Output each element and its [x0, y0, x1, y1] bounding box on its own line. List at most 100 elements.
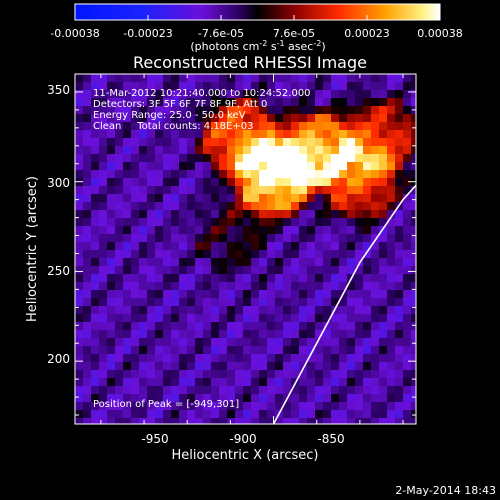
heatmap-cell: [283, 378, 292, 387]
heatmap-cell: [227, 122, 236, 131]
heatmap-cell: [187, 90, 196, 99]
heatmap-cell: [315, 410, 324, 419]
heatmap-cell: [315, 146, 324, 155]
heatmap-cell: [83, 122, 92, 131]
heatmap-cell: [107, 98, 116, 107]
heatmap-cell: [323, 82, 332, 91]
heatmap-cell: [371, 130, 380, 139]
heatmap-cell: [163, 114, 172, 123]
heatmap-cell: [195, 290, 204, 299]
heatmap-cell: [171, 106, 180, 115]
heatmap-cell: [155, 306, 164, 315]
heatmap-cell: [91, 130, 100, 139]
heatmap-cell: [243, 314, 252, 323]
heatmap-cell: [83, 370, 92, 379]
heatmap-cell: [379, 370, 388, 379]
heatmap-cell: [411, 146, 416, 155]
heatmap-cell: [115, 106, 124, 115]
heatmap-cell: [283, 250, 292, 259]
heatmap-cell: [91, 98, 100, 107]
heatmap-cell: [307, 178, 316, 187]
heatmap-cell: [275, 242, 284, 251]
heatmap-cell: [131, 242, 140, 251]
heatmap-cell: [251, 250, 260, 259]
heatmap-cell: [131, 322, 140, 331]
heatmap-cell: [131, 410, 140, 419]
heatmap-cell: [379, 266, 388, 275]
heatmap-cell: [99, 138, 108, 147]
heatmap-cell: [131, 186, 140, 195]
heatmap-cell: [131, 298, 140, 307]
heatmap-cell: [363, 290, 372, 299]
heatmap-cell: [75, 290, 84, 299]
heatmap-cell: [147, 362, 156, 371]
heatmap-cell: [99, 322, 108, 331]
heatmap-cell: [131, 194, 140, 203]
heatmap-cell: [155, 378, 164, 387]
heatmap-cell: [211, 146, 220, 155]
heatmap-cell: [163, 226, 172, 235]
heatmap-cell: [331, 410, 340, 419]
heatmap-cell: [411, 90, 416, 99]
heatmap-cell: [83, 194, 92, 203]
heatmap-cell: [123, 394, 132, 403]
heatmap-cell: [243, 346, 252, 355]
heatmap-cell: [315, 386, 324, 395]
heatmap-cell: [147, 178, 156, 187]
heatmap-cell: [139, 322, 148, 331]
heatmap-cell: [395, 394, 404, 403]
heatmap-cell: [243, 330, 252, 339]
heatmap-cell: [363, 282, 372, 291]
heatmap-cell: [363, 346, 372, 355]
heatmap-cell: [211, 346, 220, 355]
heatmap-cell: [403, 98, 412, 107]
heatmap-cell: [147, 322, 156, 331]
heatmap-cell: [299, 130, 308, 139]
heatmap-cell: [227, 314, 236, 323]
heatmap-cell: [275, 258, 284, 267]
heatmap-cell: [211, 218, 220, 227]
heatmap-cell: [291, 194, 300, 203]
heatmap-cell: [139, 346, 148, 355]
heatmap-cell: [187, 402, 196, 411]
heatmap-cell: [91, 162, 100, 171]
heatmap-cell: [171, 354, 180, 363]
heatmap-cell: [75, 210, 84, 219]
heatmap-cell: [379, 234, 388, 243]
heatmap-cell: [219, 98, 228, 107]
heatmap-cell: [339, 114, 348, 123]
heatmap-cell: [243, 106, 252, 115]
heatmap-cell: [299, 370, 308, 379]
heatmap-cell: [83, 378, 92, 387]
heatmap-cell: [195, 162, 204, 171]
heatmap-cell: [171, 314, 180, 323]
heatmap-cell: [187, 202, 196, 211]
heatmap-cell: [267, 250, 276, 259]
heatmap-cell: [227, 410, 236, 419]
heatmap-cell: [395, 122, 404, 131]
heatmap-cell: [331, 274, 340, 283]
heatmap-cell: [123, 146, 132, 155]
heatmap-cell: [211, 394, 220, 403]
heatmap-cell: [171, 82, 180, 91]
heatmap-cell: [139, 362, 148, 371]
heatmap-cell: [251, 282, 260, 291]
heatmap-cell: [147, 402, 156, 411]
heatmap-cell: [75, 218, 84, 227]
heatmap-cell: [115, 402, 124, 411]
heatmap-cell: [331, 266, 340, 275]
heatmap-cell: [123, 194, 132, 203]
heatmap-cell: [115, 122, 124, 131]
heatmap-cell: [323, 418, 332, 424]
heatmap-cell: [299, 82, 308, 91]
heatmap-cell: [131, 178, 140, 187]
heatmap-cell: [363, 274, 372, 283]
heatmap-cell: [115, 138, 124, 147]
heatmap-cell: [211, 186, 220, 195]
heatmap-cell: [267, 354, 276, 363]
heatmap-cell: [379, 194, 388, 203]
heatmap-cell: [243, 154, 252, 163]
heatmap-cell: [235, 386, 244, 395]
heatmap-cell: [187, 242, 196, 251]
heatmap-cell: [219, 114, 228, 123]
